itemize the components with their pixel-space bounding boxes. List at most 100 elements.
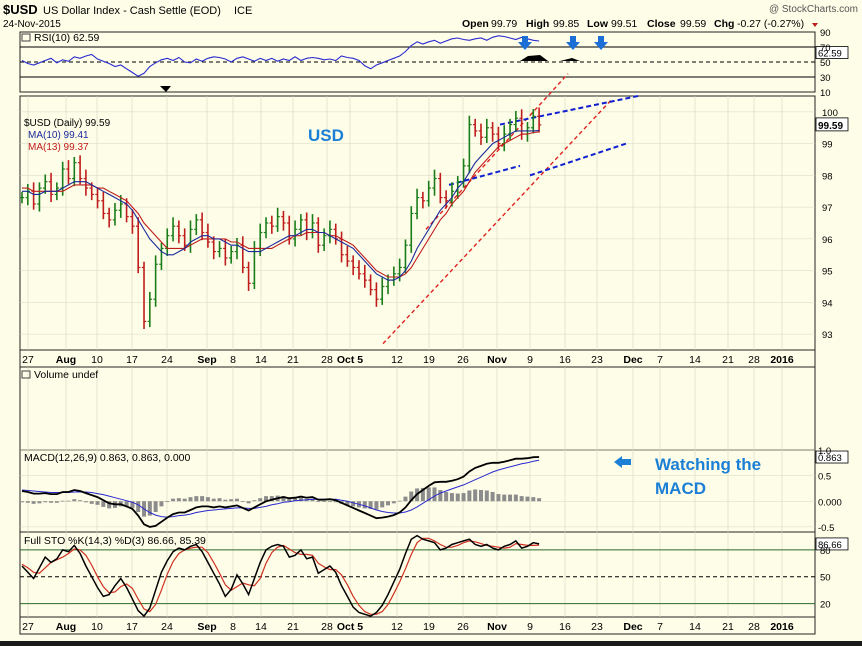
price-tick-label: 94 bbox=[822, 298, 833, 309]
price-legend: $USD (Daily) 99.59 MA(10) 99.41 MA(13) 9… bbox=[24, 118, 111, 153]
macd-histogram-bar bbox=[205, 497, 210, 502]
price-bar bbox=[141, 261, 147, 330]
macd-histogram-bar bbox=[484, 490, 489, 502]
price-legend-symbol: $USD (Daily) 99.59 bbox=[24, 118, 111, 129]
price-tick-label: 93 bbox=[822, 330, 833, 341]
macd-histogram-bar bbox=[397, 500, 402, 502]
price-bar bbox=[66, 160, 71, 185]
macd-histogram-bar bbox=[351, 501, 356, 507]
macd-histogram-bar bbox=[496, 494, 501, 502]
trend-channel-upper bbox=[425, 73, 569, 230]
price-tick-label: 96 bbox=[822, 235, 833, 246]
x-tick-label-bottom: Aug bbox=[56, 621, 76, 633]
price-last-value-box bbox=[815, 117, 849, 132]
price-bar bbox=[316, 217, 321, 253]
price-bar bbox=[536, 107, 542, 133]
x-tick-label-bottom: 24 bbox=[161, 621, 173, 633]
high-label: High bbox=[526, 18, 549, 30]
x-tick-label-bottom: 2016 bbox=[770, 621, 794, 633]
price-bar bbox=[217, 241, 222, 258]
x-tick-label-bottom: 26 bbox=[457, 621, 469, 633]
macd-histogram-bar bbox=[194, 496, 199, 502]
sto-last-value-box bbox=[815, 537, 849, 551]
macd-histogram-bar bbox=[444, 492, 449, 502]
price-bar bbox=[153, 255, 158, 307]
macd-histogram-bar bbox=[513, 494, 518, 502]
price-tick-label: 99 bbox=[822, 140, 833, 151]
price-legend-ma13: MA(13) 99.37 bbox=[28, 142, 89, 153]
volume-legend-text: Volume undef bbox=[34, 369, 98, 381]
macd-histogram-bar bbox=[438, 489, 443, 502]
price-bar bbox=[211, 236, 216, 260]
macd-histogram-bar bbox=[293, 498, 298, 502]
quote-strip: Open 99.79 High 99.85 Low 99.51 Close 99… bbox=[462, 18, 818, 30]
price-bar bbox=[513, 110, 519, 133]
x-tick-label-top: 14 bbox=[255, 354, 267, 366]
close-value: 99.59 bbox=[680, 18, 706, 30]
price-bar bbox=[37, 182, 42, 212]
volume-panel-frame bbox=[19, 366, 816, 451]
arrow-down-icon bbox=[566, 36, 580, 50]
price-tick-label: 95 bbox=[822, 267, 833, 278]
x-tick-label-top: Nov bbox=[487, 354, 507, 366]
macd-histogram-bar bbox=[43, 501, 48, 503]
sto-tick-label: 80 bbox=[820, 546, 831, 557]
x-tick-label-bottom: 12 bbox=[391, 621, 403, 633]
rsi-tick-label: 10 bbox=[820, 88, 831, 99]
x-tick-label-top: 8 bbox=[230, 354, 236, 366]
macd-histogram-bar bbox=[264, 496, 269, 502]
macd-histogram-bar bbox=[252, 500, 257, 502]
macd-histogram-bar bbox=[281, 496, 286, 502]
x-tick-label-bottom: 21 bbox=[722, 621, 734, 633]
price-bar bbox=[449, 182, 455, 207]
sto-tick-label: 20 bbox=[820, 600, 831, 611]
macd-histogram-bar bbox=[49, 501, 54, 503]
rsi-legend-text: RSI(10) 62.59 bbox=[34, 32, 100, 44]
macd-histogram-bar bbox=[508, 494, 513, 502]
sto-d-line bbox=[21, 537, 540, 615]
price-bar bbox=[356, 260, 362, 280]
rsi-tick-label: 50 bbox=[820, 58, 831, 69]
price-bar bbox=[269, 215, 275, 234]
price-bar bbox=[478, 123, 484, 145]
rsi-last-value-box bbox=[815, 46, 849, 59]
macd-histogram-bar bbox=[159, 501, 164, 507]
change-down-icon bbox=[812, 23, 818, 27]
macd-histogram-bar bbox=[386, 501, 391, 506]
low-value: 99.51 bbox=[611, 18, 637, 30]
price-bar bbox=[106, 207, 112, 228]
blue-support-line bbox=[448, 164, 521, 186]
macd-histogram-bar bbox=[455, 493, 460, 502]
price-bar bbox=[246, 261, 251, 291]
x-tick-label-bottom: Sep bbox=[197, 621, 216, 633]
x-tick-label-top: 12 bbox=[391, 354, 403, 366]
macd-histogram-bar bbox=[409, 491, 414, 502]
price-bar bbox=[182, 228, 187, 251]
x-tick-label-top: 17 bbox=[126, 354, 138, 366]
price-bar bbox=[362, 264, 367, 288]
macd-histogram-bar bbox=[298, 497, 303, 502]
x-tick-label-top: Oct 5 bbox=[337, 354, 363, 366]
macd-histogram-bar bbox=[78, 500, 83, 502]
macd-histogram-bar bbox=[420, 487, 425, 502]
price-bar bbox=[397, 258, 402, 282]
rsi-line bbox=[21, 35, 540, 77]
rsi-tick-label: 70 bbox=[820, 43, 831, 54]
price-bar bbox=[426, 180, 431, 207]
macd-histogram-bar bbox=[240, 501, 245, 503]
price-bar bbox=[345, 245, 350, 267]
price-bar bbox=[223, 239, 228, 266]
grid-lines bbox=[20, 96, 815, 617]
price-bar bbox=[420, 191, 426, 209]
close-label: Close bbox=[647, 18, 676, 30]
macd-histogram-bar bbox=[531, 497, 536, 502]
price-bar bbox=[101, 191, 106, 220]
macd-histogram-bar bbox=[217, 498, 222, 502]
price-bar bbox=[292, 220, 298, 247]
macd-annotation-line2: MACD bbox=[655, 479, 706, 498]
macd-panel: 0.863 bbox=[20, 450, 849, 528]
macd-histogram-bar bbox=[31, 501, 36, 504]
macd-histogram-bar bbox=[327, 501, 332, 503]
x-tick-label-top: 10 bbox=[91, 354, 103, 366]
